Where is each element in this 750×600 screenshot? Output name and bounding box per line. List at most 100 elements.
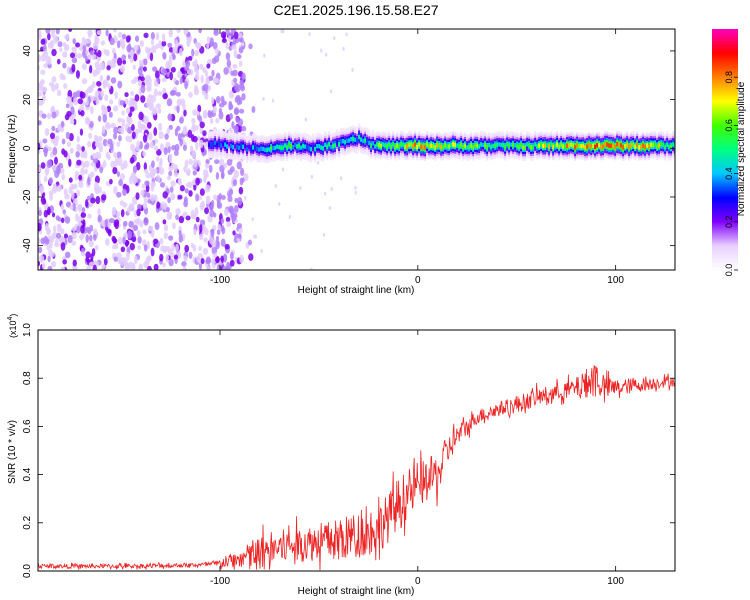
noise-blob	[188, 158, 194, 165]
noise-blob	[42, 94, 46, 102]
noise-speck	[345, 32, 348, 37]
noise-blob	[38, 254, 45, 263]
noise-blob	[53, 225, 57, 233]
band-cell	[472, 145, 475, 150]
noise-blob	[144, 168, 149, 174]
noise-blob	[98, 146, 104, 153]
noise-blob	[47, 56, 52, 65]
band-cell	[292, 144, 295, 150]
noise-blob	[106, 75, 111, 81]
noise-blob	[203, 237, 208, 243]
noise-blob	[55, 135, 60, 141]
noise-blob	[104, 94, 109, 102]
colorbar-label: Normalized spectral amplitude	[736, 81, 747, 216]
noise-blob	[80, 167, 85, 176]
noise-blob	[218, 102, 225, 108]
band-cell	[558, 144, 561, 150]
band-cell	[220, 143, 223, 148]
noise-blob	[57, 123, 62, 132]
band-cell	[392, 142, 395, 147]
band-cell	[490, 144, 493, 150]
noise-blob	[153, 88, 158, 97]
noise-blob	[187, 129, 193, 139]
noise-blob	[47, 265, 53, 270]
noise-blob	[99, 166, 104, 174]
noise-blob	[149, 141, 154, 149]
noise-blob	[88, 261, 95, 267]
noise-blob	[71, 57, 78, 64]
noise-blob	[56, 184, 62, 192]
noise-blob	[46, 112, 52, 120]
noise-blob	[162, 87, 167, 94]
band-cell	[666, 142, 669, 147]
noise-blob	[111, 244, 117, 250]
spectrogram-x-ticks: -100 0 100	[210, 29, 624, 286]
noise-blob	[146, 265, 152, 270]
noise-blob	[176, 125, 181, 132]
noise-blob	[119, 65, 126, 73]
noise-blob	[119, 257, 125, 266]
band-cell	[382, 142, 385, 147]
noise-blob	[88, 240, 94, 248]
noise-blob	[177, 178, 182, 186]
noise-blob	[215, 95, 221, 104]
noise-speck	[328, 205, 331, 210]
noise-blob	[39, 185, 45, 194]
noise-blob	[142, 229, 147, 235]
band-cell	[544, 143, 547, 148]
band-cell	[428, 144, 431, 149]
noise-blob	[117, 157, 123, 166]
noise-blob	[168, 46, 174, 53]
noise-blob	[192, 244, 197, 252]
noise-blob	[162, 262, 166, 268]
noise-blob	[197, 135, 201, 141]
noise-blob	[168, 153, 173, 163]
noise-blob	[100, 104, 105, 111]
band-cell	[652, 142, 655, 148]
noise-blob	[161, 40, 167, 47]
band-cell	[510, 142, 513, 147]
noise-blob	[190, 209, 195, 219]
band-cell	[642, 143, 645, 148]
noise-blob	[143, 217, 149, 226]
noise-blob	[218, 107, 223, 114]
noise-blob	[71, 240, 77, 246]
noise-blob	[95, 195, 101, 205]
noise-blob	[222, 253, 228, 263]
band-cell	[422, 144, 425, 150]
noise-blob	[50, 84, 56, 92]
noise-blob	[113, 105, 119, 112]
band-cell	[514, 143, 517, 148]
noise-blob	[118, 135, 122, 142]
noise-blob	[224, 208, 229, 217]
noise-speck	[316, 160, 320, 165]
noise-blob	[116, 141, 121, 147]
noise-blob	[87, 54, 92, 60]
noise-blob	[232, 230, 236, 236]
noise-blob	[133, 224, 139, 231]
noise-blob	[88, 132, 93, 139]
noise-blob	[86, 140, 92, 148]
noise-blob	[177, 70, 183, 79]
noise-blob	[173, 172, 179, 177]
noise-blob	[158, 40, 162, 49]
noise-blob	[54, 238, 59, 245]
band-cell	[398, 144, 401, 149]
noise-blob	[120, 246, 126, 253]
noise-blob	[183, 29, 189, 35]
noise-blob	[199, 121, 205, 129]
noise-blob	[113, 185, 118, 195]
noise-blob	[121, 54, 127, 61]
noise-blob	[144, 180, 150, 186]
noise-blob	[153, 238, 159, 245]
noise-blob	[70, 106, 75, 115]
noise-blob	[59, 167, 65, 174]
noise-blob	[206, 265, 211, 270]
noise-blob	[195, 193, 200, 202]
noise-blob	[90, 161, 95, 167]
noise-speck	[323, 191, 327, 196]
noise-blob	[212, 105, 217, 114]
noise-blob	[211, 239, 217, 248]
noise-speck	[241, 42, 245, 47]
noise-blob	[170, 162, 175, 170]
